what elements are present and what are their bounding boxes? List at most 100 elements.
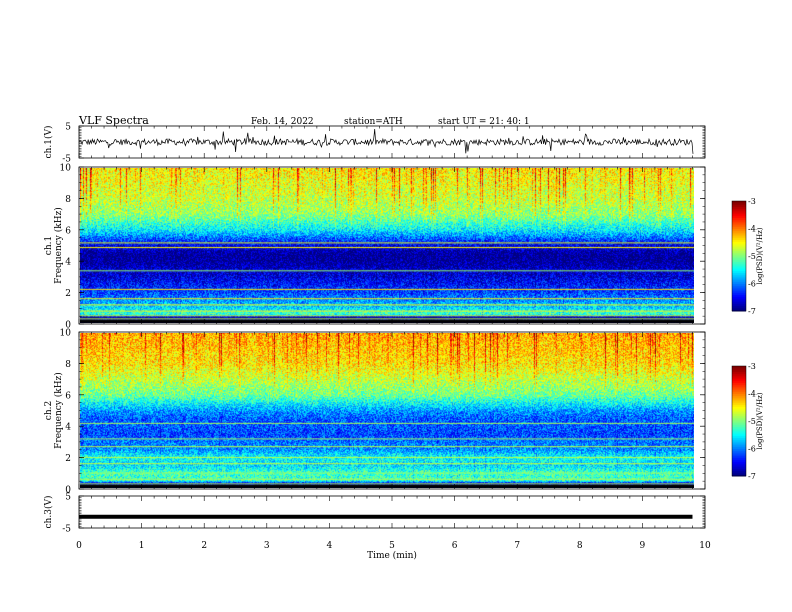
ch1-spectrogram-ylabel: ch.1 [44,236,54,255]
ch1-waveform-trace [78,128,694,154]
ch1-spectrogram-colorbar-step [732,221,746,224]
ch1-spectrogram-colorbar-step [732,224,746,228]
ch1-spectrogram-canvas-wrap [80,168,694,323]
ch2-spectrogram-colorbar-step [732,432,746,435]
ch2-spectrogram-colorbar-step [732,472,746,475]
ch2-spectrogram-colorbar-step [732,455,746,459]
ch1-spectrogram-colorbar-step [732,270,746,273]
ch2-spectrogram-colorbar-step [732,388,746,391]
ch2-spectrogram-colorbar-step [732,417,746,420]
ch2-spectrogram-colorbar-step [732,437,746,440]
ch2-spectrogram-colorbar-step [732,450,746,453]
ch1-spectrogram-colorbar-step [732,305,746,308]
ch2-spectrogram-colorbar-step [732,402,746,405]
ch1-spectrogram-colorbar-step [732,301,746,305]
x-tick-label: 2 [201,541,207,551]
figure-station: station=ATH [344,117,403,127]
ch2-spectrogram-colorbar-step [732,367,746,371]
ch1-spectrogram-image [80,168,694,323]
ch2-spectrogram-ytick-label: 6 [65,391,71,401]
ch1-spectrogram-colorbar-step [732,268,746,272]
ch2-spectrogram-colorbar-step [732,397,746,400]
figure-date: Feb. 14, 2022 [251,117,314,127]
ch2-spectrogram-colorbar-step [732,422,746,426]
x-tick-label: 8 [577,541,583,551]
x-axis-label: Time (min) [367,550,417,561]
ch1-spectrogram-colorbar-step [732,276,746,279]
ch1-spectrogram-colorbar-step [732,294,746,297]
ch2-spectrogram-colorbar-step [732,452,746,455]
ch1-spectrogram-colorbar-step [732,228,746,231]
ch2-spectrogram-colorbar-step [732,468,746,471]
ch2-spectrogram-colorbar-step [732,421,746,424]
ch3-waveform-ytick-label: 5 [65,493,71,503]
ch2-spectrogram-colorbar-step [732,395,746,398]
ch2-spectrogram-colorbar-step [732,424,746,427]
ch1-spectrogram-colorbar-step [732,279,746,283]
ch1-spectrogram-colorbar-step [732,235,746,239]
ch1-spectrogram-ytick-label: 2 [65,289,71,299]
ch2-spectrogram-colorbar-step [732,413,746,416]
ch1-spectrogram-colorbar-step [732,283,746,286]
figure-title: VLF Spectra [78,114,149,127]
ch2-spectrogram-colorbar-step [732,377,746,380]
ch1-spectrogram-colorbar-step [732,272,746,275]
ch2-spectrogram-canvas [80,333,694,488]
ch2-spectrogram-colorbar-step [732,430,746,433]
ch2-spectrogram-colorbar-step [732,373,746,376]
ch2-spectrogram-ylabel: ch.2 [44,401,54,420]
ch1-spectrogram-colorbar-step [732,274,746,277]
x-tick-label: 5 [389,541,395,551]
ch1-spectrogram-colorbar-step [732,256,746,259]
x-tick-label: 9 [640,541,646,551]
ch2-spectrogram-colorbar-step [732,404,746,407]
ch2-spectrogram-colorbar-step [732,382,746,385]
ch1-spectrogram-colorbar-step [732,212,746,215]
x-tick-label: 7 [514,541,520,551]
ch1-spectrogram-colorbar-step [732,210,746,213]
ch2-spectrogram-colorbar-tick: -6 [748,445,756,454]
ch2-spectrogram-colorbar-tick: -7 [748,472,756,481]
ch2-spectrogram-colorbar-step [732,380,746,383]
ch1-spectrogram-colorbar-step [732,215,746,218]
ch1-spectrogram-colorbar-tick: -5 [748,252,756,261]
ch2-spectrogram-colorbar-step [732,441,746,444]
ch2-spectrogram-colorbar-step [732,391,746,394]
ch1-spectrogram-ytick-label: 4 [65,258,71,268]
ch1-spectrogram-colorbar-step [732,226,746,229]
ch2-spectrogram-colorbar-step [732,406,746,409]
ch2-spectrogram-colorbar-step [732,474,746,477]
ch2-spectrogram-colorbar-step [732,384,746,387]
ch1-spectrogram-colorbar-step [732,300,746,303]
ch2-spectrogram-canvas-wrap [80,333,694,488]
ch2-spectrogram-colorbar-step [732,439,746,442]
ch2-spectrogram-colorbar-step [732,408,746,411]
ch2-spectrogram-colorbar-step [732,411,746,415]
ch2-spectrogram-colorbar-step [732,378,746,382]
ch2-spectrogram-colorbar-step [732,459,746,462]
ch1-spectrogram-colorbar-step [732,204,746,207]
ch1-spectrogram-colorbar-step [732,206,746,209]
ch1-spectrogram-colorbar-step [732,309,746,312]
ch2-spectrogram-colorbar-step [732,433,746,437]
ch1-spectrogram-ytick-label: 6 [65,226,71,236]
ch1-spectrogram-colorbar-step [732,296,746,299]
ch1-spectrogram-colorbar-step [732,263,746,266]
ch2-spectrogram-colorbar: -3 -4 -5 -6 -7 log(PSD)(V²/Hz) [731,362,764,481]
ch2-spectrogram-ytick-label: 0 [65,486,71,496]
ch2-spectrogram-colorbar-step [732,448,746,451]
ch1-spectrogram-colorbar-step [732,201,746,204]
ch1-spectrogram-colorbar-step [732,248,746,251]
ch1-spectrogram-colorbar-step [732,245,746,248]
ch1-spectrogram-colorbar-tick: -4 [748,225,756,234]
ch3-waveform-ytick-label: -5 [62,525,71,535]
x-tick-label: 3 [264,541,270,551]
ch1-spectrogram-colorbar-step [732,290,746,294]
ch2-spectrogram-colorbar-frame [731,365,747,477]
ch1-spectrogram-colorbar-step [732,261,746,264]
ch1-spectrogram-colorbar-frame [731,200,747,312]
ch1-spectrogram-colorbar-step [732,307,746,310]
ch1-spectrogram-colorbar-label: log(PSD)(V²/Hz) [756,227,764,284]
ch1-spectrogram-colorbar-step [732,237,746,240]
